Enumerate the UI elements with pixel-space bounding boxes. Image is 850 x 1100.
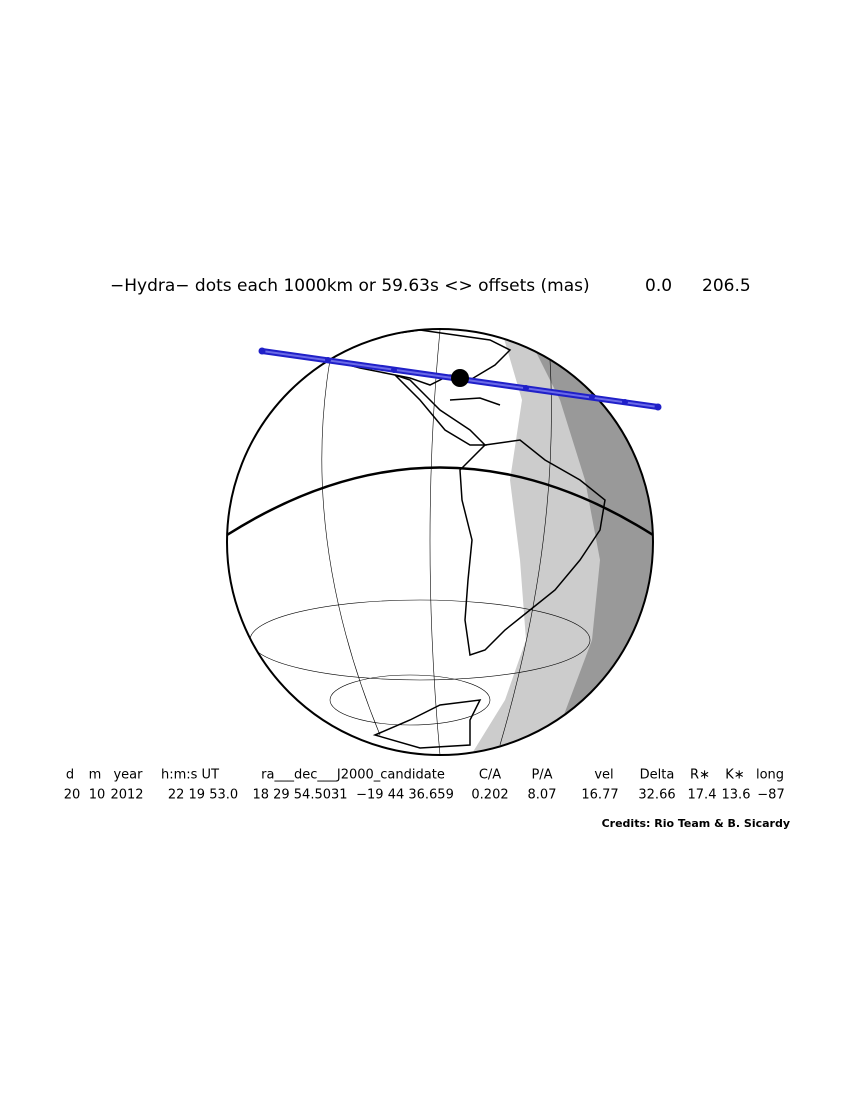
column-header: C/A (479, 768, 501, 783)
cell-value: 17.4 (688, 788, 717, 803)
cell-value: 16.77 (581, 788, 618, 803)
column-header: ra___dec___J2000_candidate (261, 768, 445, 783)
cell-value: 8.07 (528, 788, 557, 803)
credits: Credits: Rio Team & B. Sicardy (602, 817, 790, 830)
cell-value: 20 (64, 788, 81, 803)
track (258, 347, 662, 411)
column-header: h:m:s UT (161, 768, 219, 783)
data-table: d m year h:m:s UT ra___dec___J2000_candidate… (64, 768, 785, 803)
cell-value: 13.6 (722, 788, 751, 803)
cell-value: 18 29 54.5031 (252, 788, 347, 803)
column-header: R∗ (690, 768, 710, 783)
offset: 206.5 (702, 276, 751, 296)
cell-value: −19 44 36.659 (356, 788, 454, 803)
column-header: Delta (640, 768, 675, 783)
cell-value: −87 (757, 788, 784, 803)
column-header: K∗ (725, 768, 744, 783)
title: −Hydra− dots each 1000km or 59.63s <> of… (110, 276, 590, 296)
column-header: d (66, 768, 74, 783)
offset: 0.0 (645, 276, 672, 296)
cell-value: 10 (89, 788, 106, 803)
column-header: m (89, 768, 102, 783)
column-header: year (113, 768, 143, 783)
cell-value: 0.202 (471, 788, 508, 803)
column-header: long (756, 768, 784, 783)
column-header: vel (594, 768, 613, 783)
column-header: P/A (531, 768, 552, 783)
cell-value: 2012 (110, 788, 143, 803)
cell-value: 32.66 (638, 788, 675, 803)
cell-value: 22 19 53.0 (168, 788, 238, 803)
